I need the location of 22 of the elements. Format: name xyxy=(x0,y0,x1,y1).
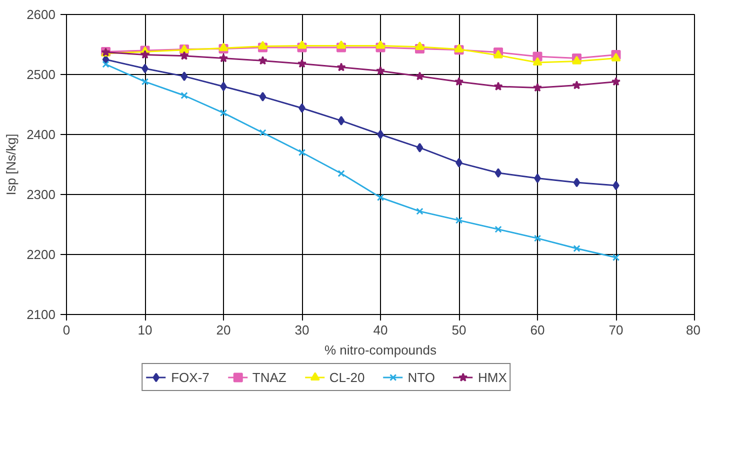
legend-label: NTO xyxy=(408,370,435,384)
x-tick-label: 80 xyxy=(686,322,701,338)
x-tick-label: 50 xyxy=(452,322,466,338)
y-tick-label: 2200 xyxy=(26,247,56,262)
y-tick-label: 2600 xyxy=(26,7,56,22)
x-tick-label: 40 xyxy=(373,322,388,338)
legend-label: CL-20 xyxy=(329,370,365,384)
y-tick-label: 2500 xyxy=(26,67,56,82)
y-axis-title: Isp [Ns/kg] xyxy=(4,134,19,196)
y-tick-label: 2100 xyxy=(26,307,56,322)
y-tick-label: 2400 xyxy=(26,127,56,142)
x-tick-label: 30 xyxy=(294,322,310,338)
legend-label: TNAZ xyxy=(252,370,286,384)
legend-label: HMX xyxy=(478,370,507,384)
y-tick-label: 2300 xyxy=(26,187,56,202)
x-tick-label: 0 xyxy=(62,322,70,338)
x-tick-label: 70 xyxy=(608,322,624,338)
x-tick-label: 20 xyxy=(216,322,231,338)
x-axis-title: % nitro-compounds xyxy=(324,342,437,358)
legend-label: FOX-7 xyxy=(171,370,210,384)
x-tick-label: 10 xyxy=(138,322,152,338)
x-tick-label: 60 xyxy=(530,322,545,338)
